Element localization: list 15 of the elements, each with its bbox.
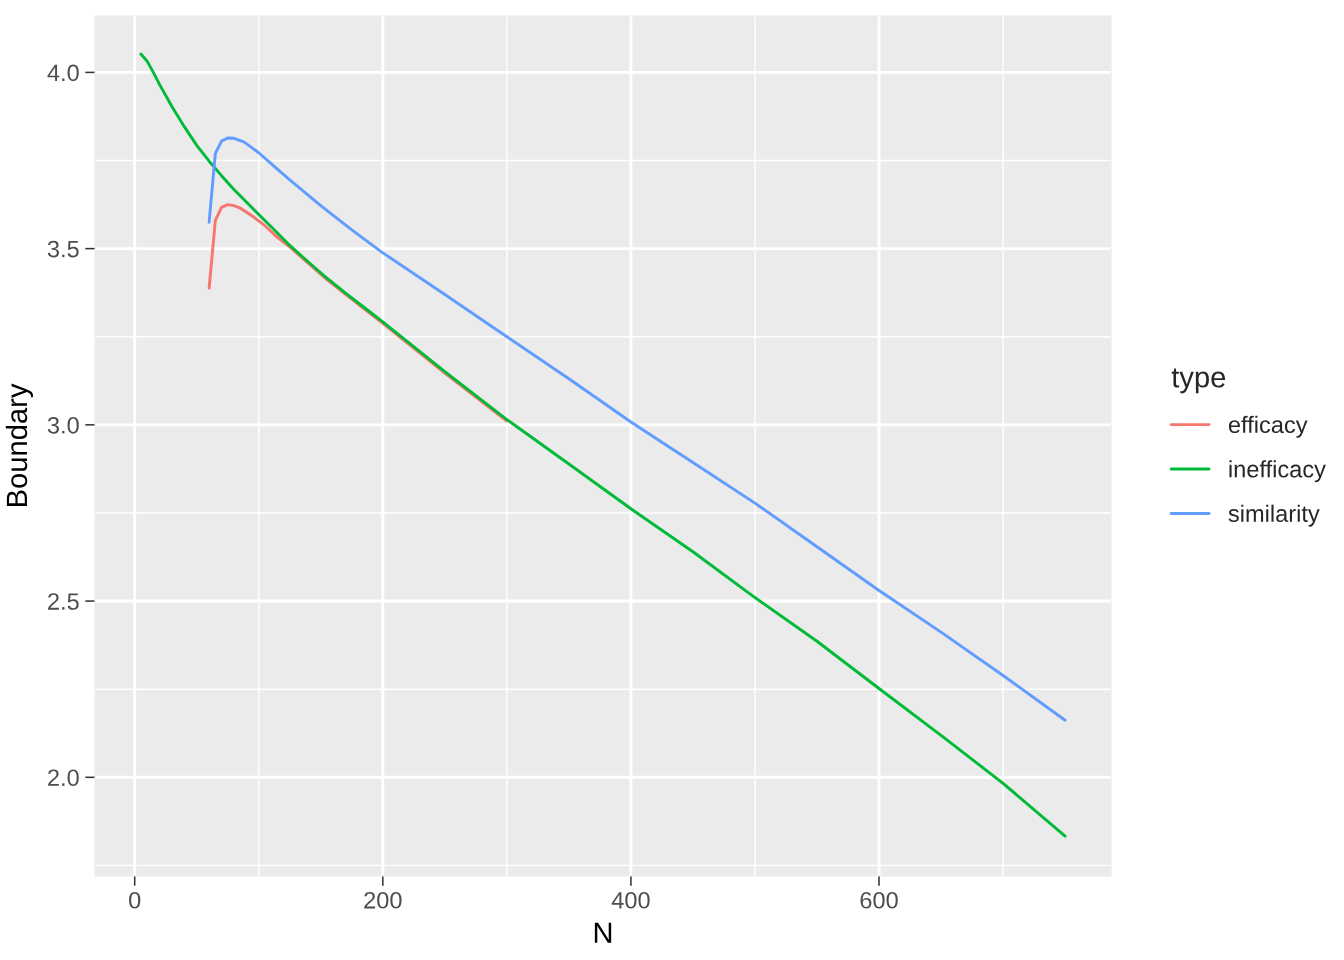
y-tick-label: 3.5 bbox=[47, 240, 79, 258]
y-tick-label: 3.0 bbox=[47, 416, 79, 434]
x-tick-label: 0 bbox=[129, 891, 141, 909]
x-tick-label: 600 bbox=[860, 891, 898, 909]
legend-label: efficacy bbox=[1228, 415, 1308, 438]
x-tick-label: 200 bbox=[364, 891, 402, 909]
legend-label: similarity bbox=[1228, 504, 1320, 527]
y-tick-label: 2.0 bbox=[48, 769, 79, 787]
y-tick-label: 4.0 bbox=[47, 64, 79, 82]
y-tick-label: 2.5 bbox=[48, 593, 79, 610]
y-axis-title: Boundary bbox=[5, 383, 34, 507]
legend-title: type bbox=[1171, 368, 1226, 394]
x-tick-label: 400 bbox=[611, 891, 650, 909]
legend-label: inefficacy bbox=[1229, 460, 1326, 483]
x-axis-title: N bbox=[594, 922, 612, 943]
